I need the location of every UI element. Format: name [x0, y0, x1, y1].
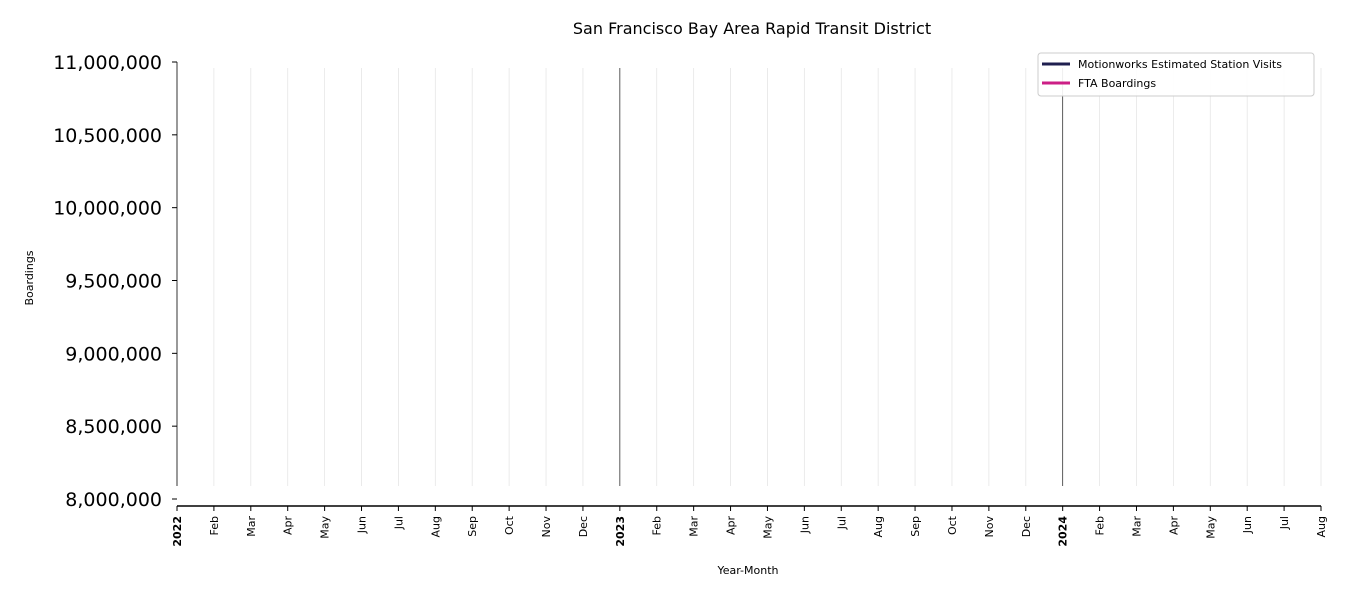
- x-tick-label: Apr: [725, 516, 738, 536]
- x-tick-label: Mar: [1130, 516, 1143, 537]
- x-tick-label: Nov: [983, 516, 996, 538]
- x-tick-label: Jun: [798, 516, 811, 534]
- x-tick-label: Apr: [1167, 516, 1180, 536]
- x-tick-label: Dec: [1020, 516, 1033, 537]
- x-tick-label: Oct: [946, 515, 959, 535]
- year-divider-lines: [619, 68, 1064, 486]
- y-axis-label: Boardings: [23, 250, 36, 305]
- legend-box: [1037, 52, 1315, 97]
- x-tick-label: 2024: [1057, 516, 1070, 547]
- y-tick-label: 9,000,000: [65, 343, 162, 365]
- legend-label: FTA Boardings: [1078, 77, 1156, 90]
- x-tick-label: Jul: [835, 516, 848, 530]
- x-tick-label: 2023: [614, 516, 627, 547]
- x-tick-label: Feb: [1094, 516, 1107, 535]
- x-tick-label: Feb: [651, 516, 664, 535]
- x-tick-label: Apr: [282, 516, 295, 536]
- legend-label: Motionworks Estimated Station Visits: [1078, 58, 1282, 71]
- x-tick-label: Jul: [1278, 516, 1291, 530]
- x-axis-label: Year-Month: [716, 564, 778, 577]
- x-tick-label: May: [319, 516, 332, 539]
- x-tick-label: Aug: [429, 516, 442, 537]
- x-axis: 2022 Feb Mar Apr May Jun Jul Aug Sep Oct Nov Dec 202…: [171, 505, 1328, 547]
- x-tick-label: Sep: [466, 516, 479, 537]
- y-tick-label: 10,500,000: [53, 125, 162, 147]
- x-tick-label: May: [1204, 516, 1217, 539]
- gridlines: [213, 68, 1322, 486]
- x-tick-label: Feb: [208, 516, 221, 535]
- y-axis: 8,000,000 8,500,000 9,000,000 9,500,000 10,0…: [53, 52, 178, 511]
- x-tick-label: Jun: [356, 516, 369, 534]
- y-tick-label: 10,000,000: [53, 198, 162, 220]
- x-tick-label: 2022: [171, 516, 184, 547]
- x-tick-label: Aug: [1315, 516, 1328, 537]
- x-tick-label: Sep: [909, 516, 922, 537]
- chart-title: San Francisco Bay Area Rapid Transit Dis…: [573, 19, 931, 38]
- y-tick-label: 11,000,000: [53, 52, 162, 74]
- x-tick-label: Jun: [1241, 516, 1254, 534]
- y-tick-label: 8,500,000: [65, 416, 162, 438]
- x-tick-label: Aug: [872, 516, 885, 537]
- x-tick-label: Dec: [577, 516, 590, 537]
- x-tick-label: Mar: [688, 516, 701, 537]
- x-tick-label: Mar: [245, 516, 258, 537]
- x-tick-label: May: [761, 516, 774, 539]
- y-tick-label: 8,000,000: [65, 489, 162, 511]
- x-tick-label: Nov: [540, 516, 553, 538]
- x-tick-label: Oct: [503, 515, 516, 535]
- legend: Motionworks Estimated Station Visits FTA …: [1037, 52, 1315, 97]
- y-tick-label: 9,500,000: [65, 271, 162, 293]
- x-tick-label: Jul: [392, 516, 405, 530]
